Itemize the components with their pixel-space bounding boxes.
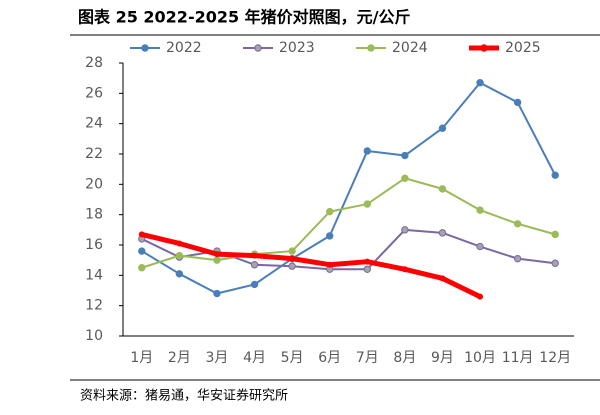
y-tick-label: 18 xyxy=(85,207,103,223)
series-line xyxy=(139,231,483,300)
point xyxy=(326,207,334,216)
point xyxy=(213,256,221,264)
point xyxy=(551,171,559,179)
x-tick-label: 9月 xyxy=(431,350,454,366)
legend-marker xyxy=(367,44,375,52)
point xyxy=(326,261,333,268)
point xyxy=(438,185,447,193)
point xyxy=(363,147,371,155)
point xyxy=(551,230,559,239)
x-tick-label: 5月 xyxy=(281,350,304,366)
source: 资料来源：猪易通，华安证券研究所 xyxy=(80,388,288,404)
point xyxy=(175,270,184,278)
x-tick-label: 3月 xyxy=(205,350,228,366)
point xyxy=(364,258,371,265)
legend-label: 2023 xyxy=(279,40,315,56)
point xyxy=(363,200,371,208)
legend-label: 2025 xyxy=(505,40,541,56)
y-tick-label: 12 xyxy=(85,298,103,314)
y-tick-label: 16 xyxy=(85,237,103,253)
y-tick-label: 24 xyxy=(85,116,103,132)
point xyxy=(251,252,258,259)
series-line xyxy=(140,177,557,269)
legend-label: 2022 xyxy=(166,40,202,56)
y-tick-label: 10 xyxy=(85,328,103,344)
y-tick-label: 28 xyxy=(85,55,103,71)
point xyxy=(476,79,484,87)
point xyxy=(513,98,522,107)
chart-title: 图表 25 2022-2025 年猪价对照图，元/公斤 xyxy=(78,8,411,27)
point xyxy=(288,262,296,270)
x-tick-label: 7月 xyxy=(356,350,379,366)
y-tick-label: 20 xyxy=(85,176,103,192)
point xyxy=(213,289,221,298)
point xyxy=(138,264,146,272)
y-tick-label: 14 xyxy=(85,267,103,283)
x-tick-label: 12月 xyxy=(539,350,571,366)
point xyxy=(289,255,296,262)
point xyxy=(250,261,259,269)
point xyxy=(288,247,296,255)
point xyxy=(477,293,484,300)
y-tick-label: 22 xyxy=(85,146,103,162)
point xyxy=(213,251,220,258)
x-tick-label: 10月 xyxy=(464,350,496,366)
point xyxy=(401,174,409,182)
x-tick-label: 2月 xyxy=(168,350,191,366)
point xyxy=(513,220,522,228)
point xyxy=(138,231,145,238)
legend-label: 2024 xyxy=(392,40,428,56)
point xyxy=(401,266,408,273)
point xyxy=(176,240,183,247)
point xyxy=(401,151,409,160)
series-line xyxy=(140,81,557,295)
point xyxy=(175,251,184,260)
point xyxy=(476,206,484,214)
point xyxy=(438,229,447,237)
x-tick-label: 8月 xyxy=(393,350,416,366)
legend-marker xyxy=(254,44,262,52)
x-tick-label: 1月 xyxy=(130,350,153,366)
point xyxy=(363,265,371,273)
point xyxy=(326,232,334,240)
point xyxy=(439,275,446,282)
x-tick-label: 4月 xyxy=(243,350,266,366)
x-tick-label: 11月 xyxy=(502,350,534,366)
point xyxy=(401,226,409,234)
point xyxy=(138,247,146,255)
point xyxy=(250,280,259,289)
y-tick-label: 26 xyxy=(85,85,103,101)
point xyxy=(476,242,484,251)
point xyxy=(438,124,447,132)
point xyxy=(513,254,522,263)
x-tick-label: 6月 xyxy=(318,350,341,366)
point xyxy=(551,259,559,267)
legend-marker xyxy=(141,44,149,52)
legend-marker xyxy=(480,44,488,52)
